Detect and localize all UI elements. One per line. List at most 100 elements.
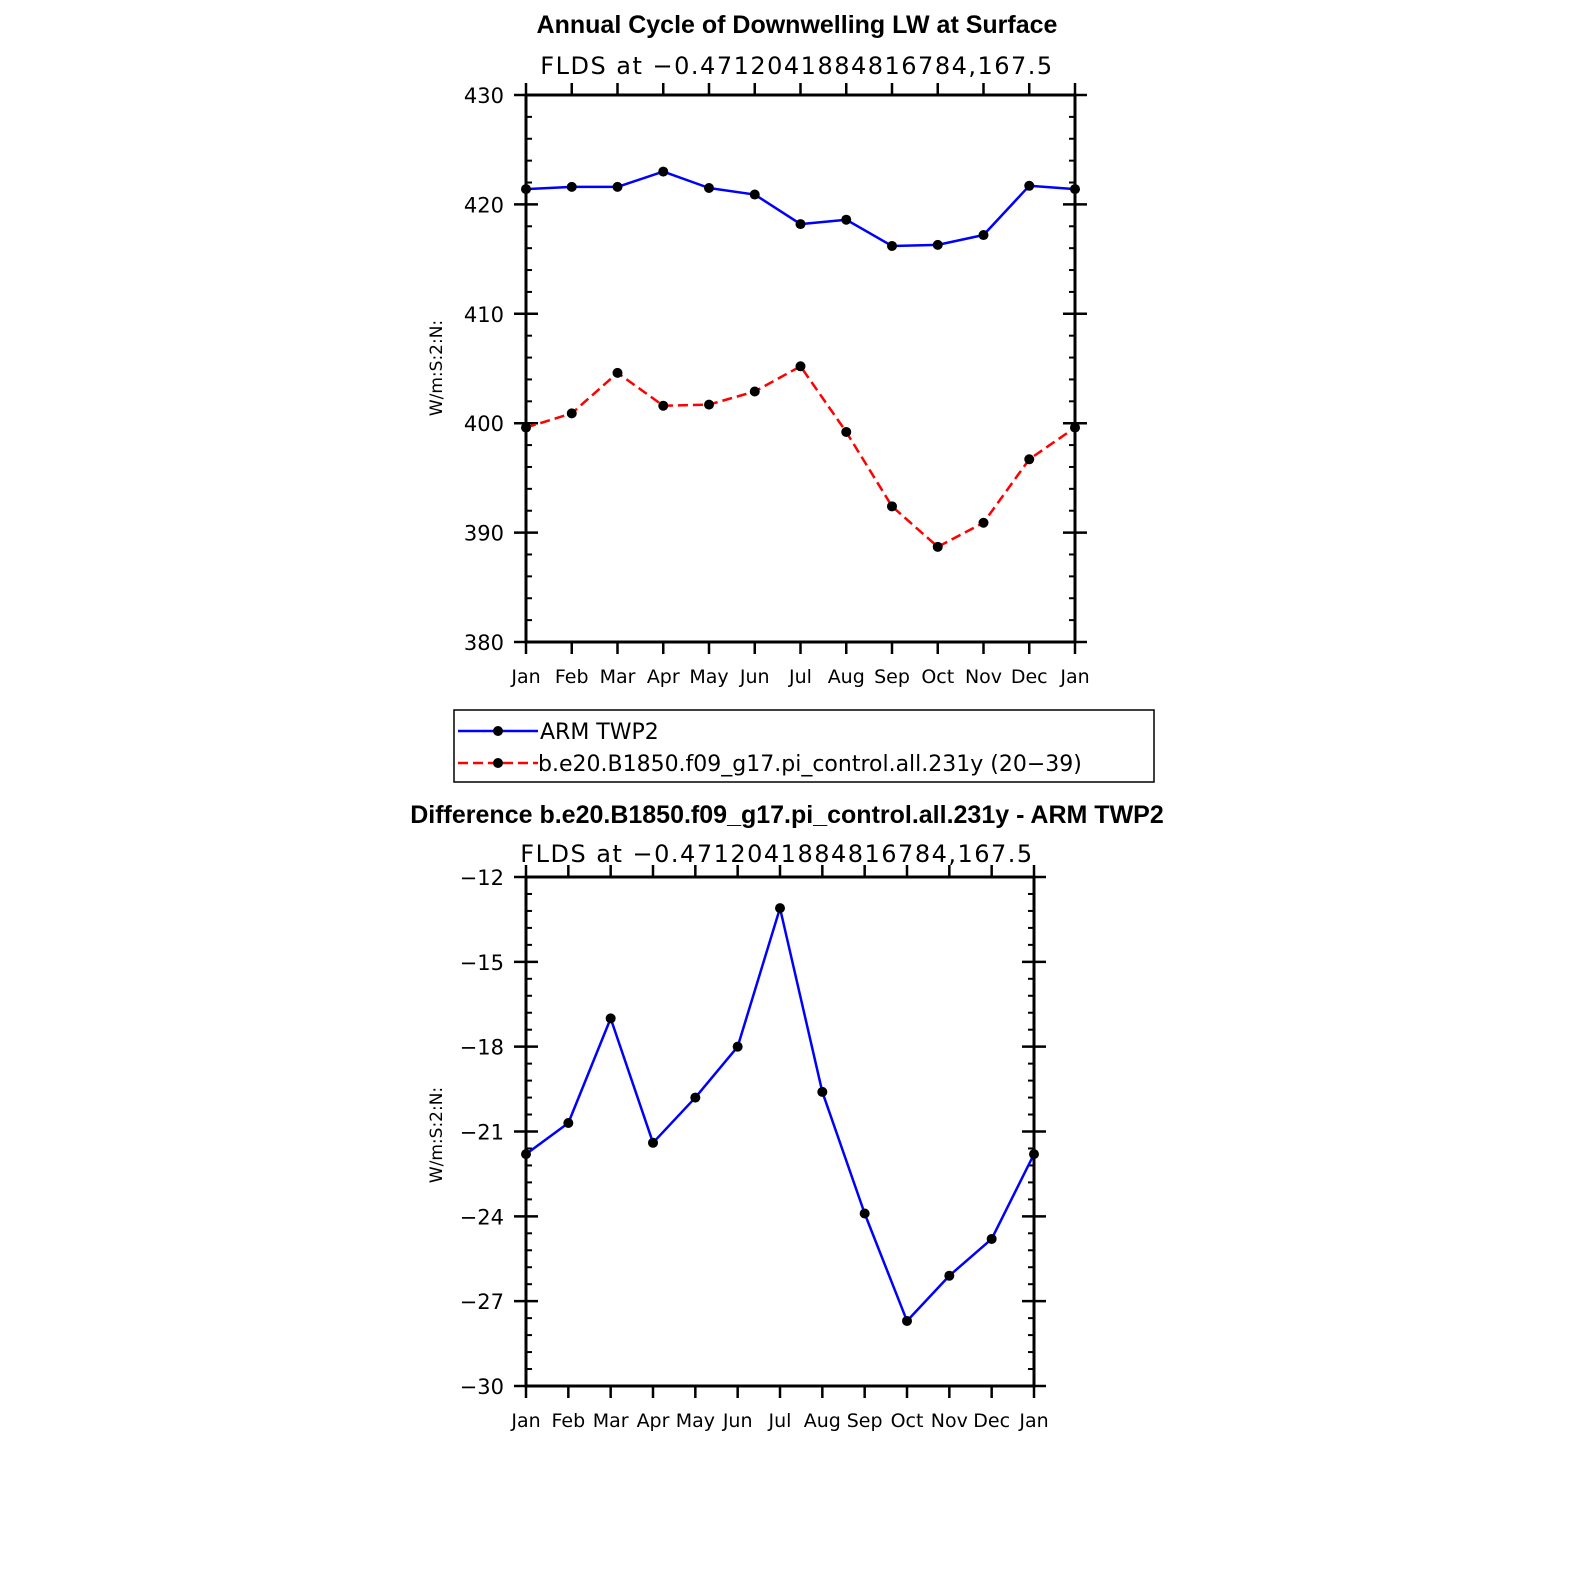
top-series-1-point: [658, 400, 669, 411]
top-chart-series: [521, 166, 1080, 552]
bottom-x-tick-label: Nov: [931, 1410, 968, 1432]
top-chart: Annual Cycle of Downwelling LW at Surfac…: [427, 11, 1090, 688]
bottom-y-tick-label: −24: [460, 1205, 504, 1229]
bottom-series-0-point: [732, 1041, 743, 1052]
bottom-series-0-point: [1029, 1149, 1039, 1160]
bottom-x-tick-label: Sep: [847, 1410, 883, 1432]
top-series-1-point: [521, 422, 531, 433]
top-x-tick-label: Sep: [874, 666, 910, 688]
legend-box: [453, 709, 1155, 783]
top-x-tick-label: May: [689, 666, 728, 688]
bottom-series-0-point: [521, 1149, 531, 1160]
top-chart-axes: 380 390 400 410 420 430 Jan Feb Mar Apr May Jun Jul A…: [464, 83, 1090, 688]
top-series-1-point: [749, 386, 760, 397]
bottom-series-0-point: [605, 1013, 616, 1024]
top-x-tick-label: Nov: [965, 666, 1002, 688]
bottom-series-0-point: [902, 1315, 912, 1326]
top-series-1-point: [887, 501, 897, 512]
top-series-0-point: [841, 214, 852, 225]
top-x-tick-label: Jul: [788, 666, 812, 688]
top-series-1-point: [1070, 422, 1080, 433]
bottom-series-0-point: [859, 1208, 870, 1219]
legend-entry-1: b.e20.B1850.f09_g17.pi_control.all.231y …: [458, 752, 1082, 777]
top-series-1-point: [612, 367, 623, 378]
top-series-0-point: [887, 240, 897, 251]
top-series-1-point: [932, 541, 943, 552]
bottom-y-tick-label: −27: [460, 1290, 504, 1314]
top-chart-subtitle: FLDS at −0.4712041884816784,167.5: [540, 52, 1053, 80]
top-chart-title: Annual Cycle of Downwelling LW at Surfac…: [537, 11, 1058, 39]
bottom-series-0-line: [525, 906, 1036, 1323]
top-series-0-point: [749, 189, 760, 200]
top-y-tick-label: 420: [464, 193, 504, 217]
top-y-tick-label: 410: [464, 303, 504, 327]
top-series-1-point: [795, 361, 806, 372]
top-series-1-line: [525, 365, 1076, 549]
bottom-x-tick-label: Jun: [722, 1410, 753, 1432]
bottom-series-0-point: [690, 1092, 701, 1103]
legend-marker-0: [493, 726, 503, 736]
top-x-tick-label: Mar: [600, 666, 636, 688]
top-series-0-point: [658, 166, 669, 177]
bottom-chart-y-axis-label: W/m:S:2:N:: [427, 1087, 447, 1183]
bottom-x-tick-label: Mar: [593, 1410, 629, 1432]
bottom-series-0-point: [986, 1233, 997, 1244]
bottom-y-tick-label: −18: [460, 1036, 504, 1060]
bottom-series-0-point: [775, 903, 785, 914]
top-x-tick-label: Jan: [1059, 666, 1089, 688]
bottom-plot-frame: [524, 875, 1036, 1388]
top-x-tick-label: Oct: [921, 666, 954, 688]
top-chart-y-axis-label: W/m:S:2:N:: [427, 320, 447, 416]
bottom-chart-subtitle: FLDS at −0.4712041884816784,167.5: [520, 840, 1033, 868]
top-y-tick-label: 380: [464, 631, 504, 655]
legend-entry-0: ARM TWP2: [458, 720, 659, 745]
bottom-x-tick-label: Oct: [891, 1410, 924, 1432]
legend-marker-1: [493, 758, 503, 768]
top-y-tick-label: 430: [464, 84, 504, 108]
top-x-tick-label: Apr: [647, 666, 680, 688]
bottom-x-tick-label: Jan: [1018, 1410, 1048, 1432]
bottom-chart-series: [521, 903, 1039, 1326]
bottom-chart-axes: −30 −27 −24 −21 −18 −15 −12 Jan Feb Mar Apr May Jun J…: [460, 865, 1049, 1432]
bottom-x-tick-label: Dec: [973, 1410, 1010, 1432]
top-series-1-point: [566, 408, 577, 419]
top-x-tick-label: Jun: [739, 666, 770, 688]
top-series-1-point: [841, 426, 852, 437]
bottom-x-tick-label: Jan: [510, 1410, 540, 1432]
bottom-chart: Difference b.e20.B1850.f09_g17.pi_contro…: [410, 801, 1164, 1432]
bottom-x-tick-label: Jul: [768, 1410, 792, 1432]
top-series-1-point: [704, 399, 714, 410]
top-series-0-point: [1070, 184, 1080, 195]
bottom-x-tick-label: Apr: [637, 1410, 670, 1432]
top-series-0-point: [566, 181, 577, 192]
bottom-x-tick-label: May: [676, 1410, 715, 1432]
bottom-series-0-point: [648, 1137, 658, 1148]
legend-label-0: ARM TWP2: [540, 720, 659, 745]
top-y-tick-label: 390: [464, 522, 504, 546]
bottom-chart-title: Difference b.e20.B1850.f09_g17.pi_contro…: [410, 801, 1164, 829]
bottom-series-0-point: [563, 1118, 574, 1129]
bottom-y-tick-label: −15: [460, 951, 504, 975]
bottom-series-0-point: [944, 1270, 955, 1281]
top-x-tick-label: Dec: [1011, 666, 1048, 688]
bottom-series-0-point: [817, 1086, 828, 1097]
top-series-0-point: [521, 184, 531, 195]
top-x-tick-label: Jan: [510, 666, 540, 688]
top-series-0-point: [704, 182, 714, 193]
bottom-y-tick-label: −30: [460, 1375, 504, 1399]
legend: ARM TWP2 b.e20.B1850.f09_g17.pi_control.…: [453, 709, 1155, 783]
top-series-1-point: [978, 517, 989, 528]
bottom-x-tick-label: Aug: [804, 1410, 841, 1432]
legend-label-1: b.e20.B1850.f09_g17.pi_control.all.231y …: [538, 752, 1082, 777]
top-y-tick-label: 400: [464, 412, 504, 436]
top-series-0-point: [612, 181, 623, 192]
top-x-tick-label: Feb: [555, 666, 589, 688]
top-series-0-point: [1024, 180, 1035, 191]
top-x-tick-label: Aug: [828, 666, 865, 688]
bottom-y-tick-label: −21: [460, 1121, 504, 1145]
top-series-0-line: [525, 170, 1076, 248]
top-series-0-point: [932, 239, 943, 250]
top-series-0-point: [795, 219, 806, 230]
bottom-x-tick-label: Feb: [552, 1410, 586, 1432]
